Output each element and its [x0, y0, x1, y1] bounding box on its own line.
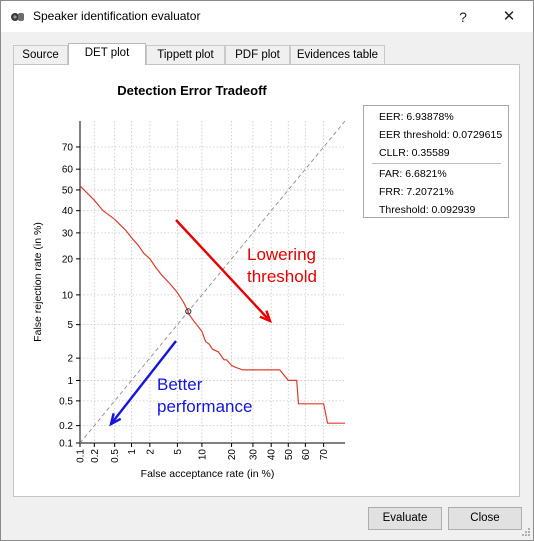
x-tick-label: 40 [267, 449, 278, 461]
x-tick-label: 1 [127, 449, 138, 455]
close-window-button[interactable]: ✕ [502, 8, 516, 25]
det-plot-panel: Detection Error Tradeoff 0.1 0.2 0.5 1 2 5 10 20… [13, 64, 520, 497]
y-tick-label: 30 [62, 228, 74, 239]
y-tick-label: 10 [62, 290, 74, 301]
frr-value: FRR: 7.20721% [379, 186, 454, 198]
chart-title: Detection Error Tradeoff [117, 83, 267, 98]
lowering-threshold-label: threshold [247, 267, 317, 286]
x-tick-label: 0.2 [90, 449, 101, 463]
x-tick-label: 2 [145, 449, 156, 455]
x-tick-label: 5 [173, 449, 184, 455]
stats-divider [372, 163, 501, 164]
y-tick-label: 1 [67, 376, 73, 387]
lowering-threshold-label: Lowering [247, 245, 316, 264]
y-axis-title: False rejection rate (in %) [32, 222, 44, 342]
eer-threshold-value: EER threshold: 0.0729615 [379, 129, 503, 141]
x-tick-label: 70 [319, 449, 330, 461]
y-tick-label: 0.2 [59, 421, 73, 432]
y-tick-label: 0.1 [59, 439, 73, 450]
tab-source[interactable]: Source [13, 45, 68, 64]
cllr-value: CLLR: 0.35589 [379, 147, 450, 159]
better-performance-arrow-head [109, 413, 122, 427]
window-title: Speaker identification evaluator [33, 9, 201, 23]
x-tick-label: 50 [284, 449, 295, 461]
eer-value: EER: 6.93878% [379, 111, 454, 123]
tab-det-plot[interactable]: DET plot [68, 43, 146, 65]
y-tick-label: 40 [62, 206, 74, 217]
x-tick-label: 0.5 [110, 449, 121, 463]
resize-grip-icon[interactable] [521, 527, 531, 537]
x-tick-label: 0.1 [76, 449, 87, 463]
det-curve [79, 185, 345, 424]
lowering-threshold-arrow-head [259, 310, 273, 324]
tab-evidences-table[interactable]: Evidences table [290, 45, 385, 64]
tab-tippett-plot[interactable]: Tippett plot [146, 45, 225, 64]
eer-marker [185, 308, 192, 315]
far-value: FAR: 6.6821% [379, 168, 447, 180]
x-axis-title: False acceptance rate (in %) [141, 468, 275, 480]
x-tick-label: 20 [227, 449, 238, 461]
better-performance-label: performance [157, 397, 252, 416]
x-tick-label: 60 [301, 449, 312, 461]
y-tick-label: 70 [62, 142, 74, 153]
app-speaker-icon [11, 13, 24, 21]
tab-pdf-plot[interactable]: PDF plot [225, 45, 290, 64]
threshold-value: Threshold: 0.092939 [379, 204, 476, 216]
x-tick-label: 30 [248, 449, 259, 461]
y-tick-label: 2 [67, 354, 73, 365]
y-tick-label: 5 [67, 320, 73, 331]
y-tick-label: 50 [62, 185, 74, 196]
y-tick-label: 20 [62, 254, 74, 265]
evaluate-button[interactable]: Evaluate [368, 507, 442, 530]
x-tick-label: 10 [197, 449, 208, 461]
y-tick-label: 0.5 [59, 396, 73, 407]
help-button[interactable]: ? [459, 9, 467, 25]
close-button[interactable]: Close [448, 507, 522, 530]
better-performance-arrow [110, 340, 177, 425]
y-tick-label: 60 [62, 165, 74, 176]
title-bar: Speaker identification evaluator ? ✕ [1, 1, 533, 32]
lowering-threshold-arrow [175, 219, 271, 322]
stats-box: EER: 6.93878% EER threshold: 0.0729615 C… [363, 105, 509, 218]
better-performance-label: Better [157, 375, 203, 394]
